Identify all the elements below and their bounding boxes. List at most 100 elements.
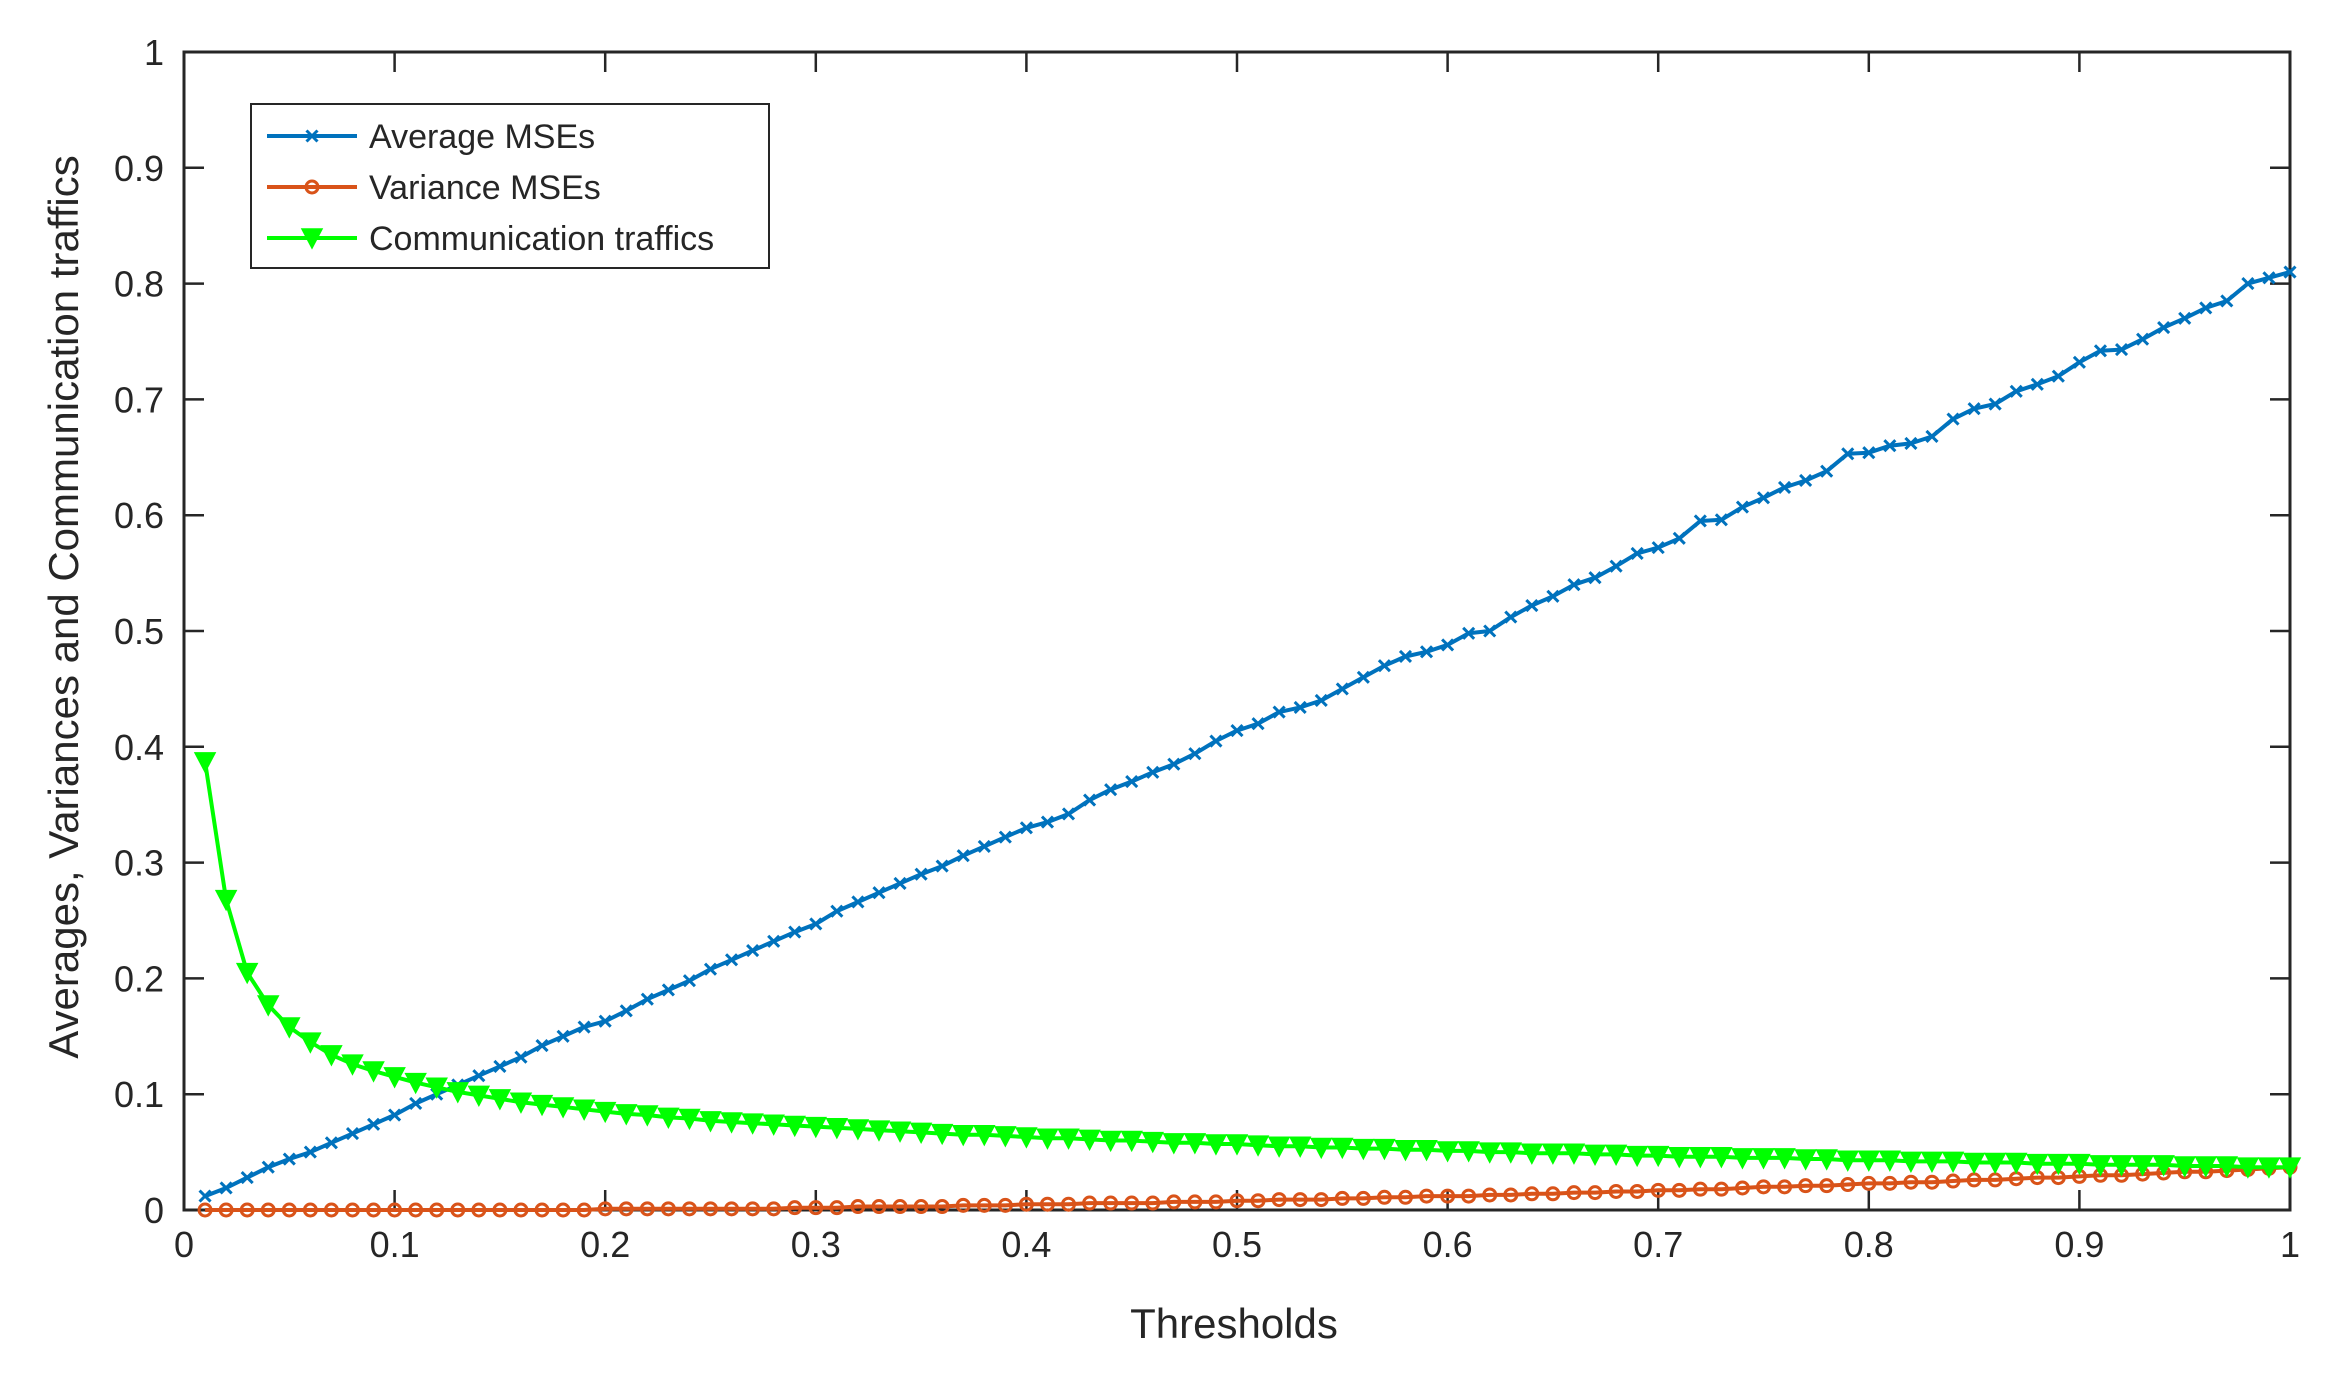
communication-traffics-point <box>888 1121 912 1143</box>
average-mses-point <box>1862 446 1876 460</box>
variance-mses-point <box>1061 1196 1077 1212</box>
communication-traffics-point <box>1710 1146 1733 1169</box>
variance-mses-point <box>766 1201 782 1217</box>
legend-marker-communication-traffics <box>300 228 324 250</box>
communication-traffics-point <box>509 1092 533 1114</box>
average-mses-point <box>366 1117 381 1131</box>
variance-mses-point <box>1734 1180 1750 1196</box>
variance-mses-point <box>660 1201 676 1217</box>
average-mses-point <box>577 1020 591 1034</box>
communication-traffics-point <box>1920 1151 1944 1173</box>
average-mses-point <box>661 983 675 997</box>
variance-mses-point <box>724 1201 740 1217</box>
communication-traffics-point <box>994 1126 1017 1148</box>
communication-traffics-point <box>362 1061 385 1083</box>
communication-traffics-point <box>1036 1128 1059 1150</box>
variance-mses-point <box>913 1199 929 1215</box>
variance-mses-point <box>1924 1174 1940 1190</box>
communication-traffics-point <box>446 1082 470 1104</box>
y-tick-label: 0.8 <box>114 264 164 305</box>
average-mses-point <box>1735 500 1750 514</box>
communication-traffics-point <box>572 1099 596 1121</box>
average-mses-point <box>324 1136 338 1150</box>
communication-traffics-point <box>1562 1143 1586 1165</box>
communication-traffics-point <box>804 1116 828 1139</box>
average-mses-point <box>1841 447 1855 461</box>
average-mses-point <box>1188 747 1202 761</box>
variance-mses-point <box>1271 1192 1287 1208</box>
average-mses-point <box>977 839 991 853</box>
y-tick-label: 0.7 <box>114 379 164 420</box>
communication-traffics-point <box>425 1077 448 1099</box>
y-tick-label: 0.1 <box>114 1074 164 1115</box>
communication-traffics-point <box>1120 1130 1143 1153</box>
communication-traffics-point <box>783 1115 806 1138</box>
communication-traffics-point <box>1162 1133 1186 1155</box>
communication-traffics-point <box>762 1114 785 1136</box>
communication-traffics-point <box>1478 1142 1501 1164</box>
communication-traffics-point <box>1267 1136 1291 1158</box>
y-axis-title: Averages, Variances and Communication tr… <box>40 155 87 1058</box>
variance-mses-point <box>429 1202 445 1218</box>
variance-mses-point <box>1313 1192 1329 1208</box>
communication-traffics-line <box>203 761 2290 1170</box>
average-mses-point <box>851 895 865 909</box>
average-mses-point <box>2072 355 2086 369</box>
average-mses-point <box>1251 717 1265 731</box>
communication-traffics-point <box>1941 1151 1965 1173</box>
variance-mses-point <box>1629 1183 1645 1199</box>
average-mses-point <box>598 1014 612 1028</box>
communication-traffics-point <box>1499 1142 1523 1164</box>
communication-traffics-point <box>2047 1153 2070 1176</box>
average-mses-point <box>1040 815 1055 829</box>
x-tick-label: 0.3 <box>791 1224 841 1265</box>
communication-traffics-point <box>320 1045 343 1067</box>
average-mses-point <box>240 1171 254 1185</box>
communication-traffics-point <box>299 1032 322 1054</box>
average-mses-point <box>282 1152 296 1166</box>
average-mses-point <box>1651 541 1665 555</box>
variance-mses-point <box>197 1202 213 1218</box>
communication-traffics-point <box>1668 1146 1691 1169</box>
variance-mses-point <box>492 1202 508 1218</box>
variance-mses-point <box>576 1202 592 1218</box>
variance-mses-point <box>218 1202 234 1218</box>
variance-mses-point <box>344 1202 360 1218</box>
average-mses-point <box>830 904 844 918</box>
communication-traffics-point <box>1899 1151 1923 1173</box>
communication-traffics-point <box>973 1124 996 1147</box>
variance-mses-point <box>1166 1194 1182 1210</box>
variance-mses-point <box>997 1197 1013 1213</box>
variance-mses-point <box>1461 1188 1477 1204</box>
communication-traffics-point <box>2110 1155 2133 1177</box>
average-mses-line <box>204 270 2291 1198</box>
average-mses-point <box>872 886 886 900</box>
variance-mses-point <box>1945 1173 1961 1189</box>
average-mses-point <box>2199 301 2213 315</box>
average-mses-point <box>219 1181 233 1195</box>
average-mses-point <box>198 1189 212 1203</box>
communication-traffics-point <box>2152 1155 2175 1177</box>
average-mses-point <box>1630 546 1644 560</box>
average-mses-point <box>1525 598 1539 613</box>
variance-mses-point <box>850 1199 866 1215</box>
variance-mses-point <box>260 1202 276 1218</box>
average-mses-point <box>514 1050 528 1064</box>
variance-mses-point <box>450 1202 466 1218</box>
communication-traffics-point <box>2004 1152 2028 1175</box>
communication-traffics-point <box>741 1113 764 1135</box>
variance-mses-point <box>1355 1190 1371 1206</box>
communication-traffics-point <box>1815 1149 1838 1171</box>
average-mses-point <box>1546 589 1560 603</box>
average-mses-point <box>1209 734 1223 748</box>
communication-traffics-point <box>551 1097 575 1119</box>
variance-mses-point <box>1397 1189 1413 1205</box>
communication-traffics-point <box>1394 1140 1417 1162</box>
communication-traffics-point <box>256 995 280 1017</box>
average-mses-point <box>261 1160 275 1174</box>
communication-traffics-point <box>383 1067 406 1089</box>
communication-traffics-point <box>1436 1141 1459 1163</box>
communication-traffics-point <box>720 1112 743 1134</box>
average-mses-point <box>1083 793 1097 807</box>
average-mses-point <box>1756 491 1771 505</box>
